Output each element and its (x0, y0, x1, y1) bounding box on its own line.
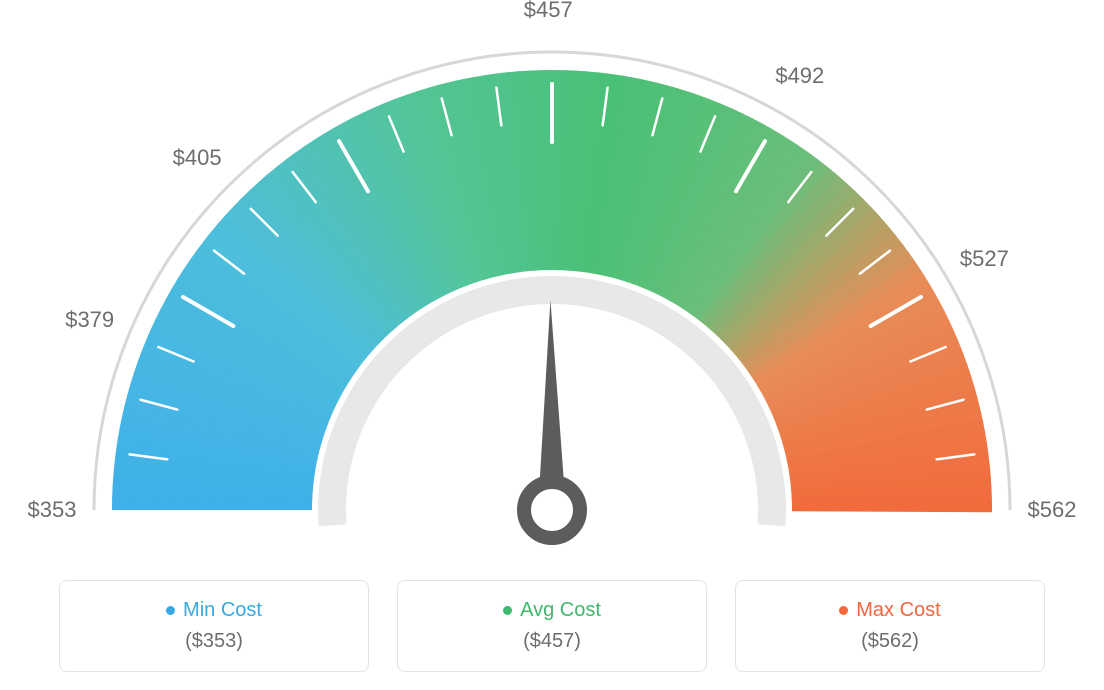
legend-row: Min Cost ($353) Avg Cost ($457) Max Cost… (0, 580, 1104, 672)
scale-label: $379 (65, 307, 114, 333)
scale-label: $405 (173, 145, 222, 171)
scale-label: $562 (1028, 497, 1077, 523)
legend-min: Min Cost ($353) (59, 580, 369, 672)
legend-avg: Avg Cost ($457) (397, 580, 707, 672)
gauge-area: $353 $379 $405 $457 $492 $527 $562 (0, 0, 1104, 560)
legend-avg-label-text: Avg Cost (520, 599, 601, 622)
dot-icon (839, 606, 848, 615)
scale-label: $457 (524, 0, 573, 23)
legend-min-label: Min Cost (166, 599, 262, 622)
scale-label: $492 (775, 63, 824, 89)
scale-label: $527 (960, 246, 1009, 272)
legend-avg-label: Avg Cost (503, 599, 601, 622)
scale-label: $353 (28, 497, 77, 523)
legend-avg-value: ($457) (523, 630, 581, 653)
legend-min-label-text: Min Cost (183, 599, 262, 622)
cost-gauge-infographic: $353 $379 $405 $457 $492 $527 $562 Min Cost ($… (0, 0, 1104, 690)
legend-min-value: ($353) (185, 630, 243, 653)
legend-max: Max Cost ($562) (735, 580, 1045, 672)
legend-max-label: Max Cost (839, 599, 940, 622)
legend-max-label-text: Max Cost (856, 599, 940, 622)
dot-icon (503, 606, 512, 615)
gauge-svg (0, 0, 1104, 560)
dot-icon (166, 606, 175, 615)
legend-max-value: ($562) (861, 630, 919, 653)
